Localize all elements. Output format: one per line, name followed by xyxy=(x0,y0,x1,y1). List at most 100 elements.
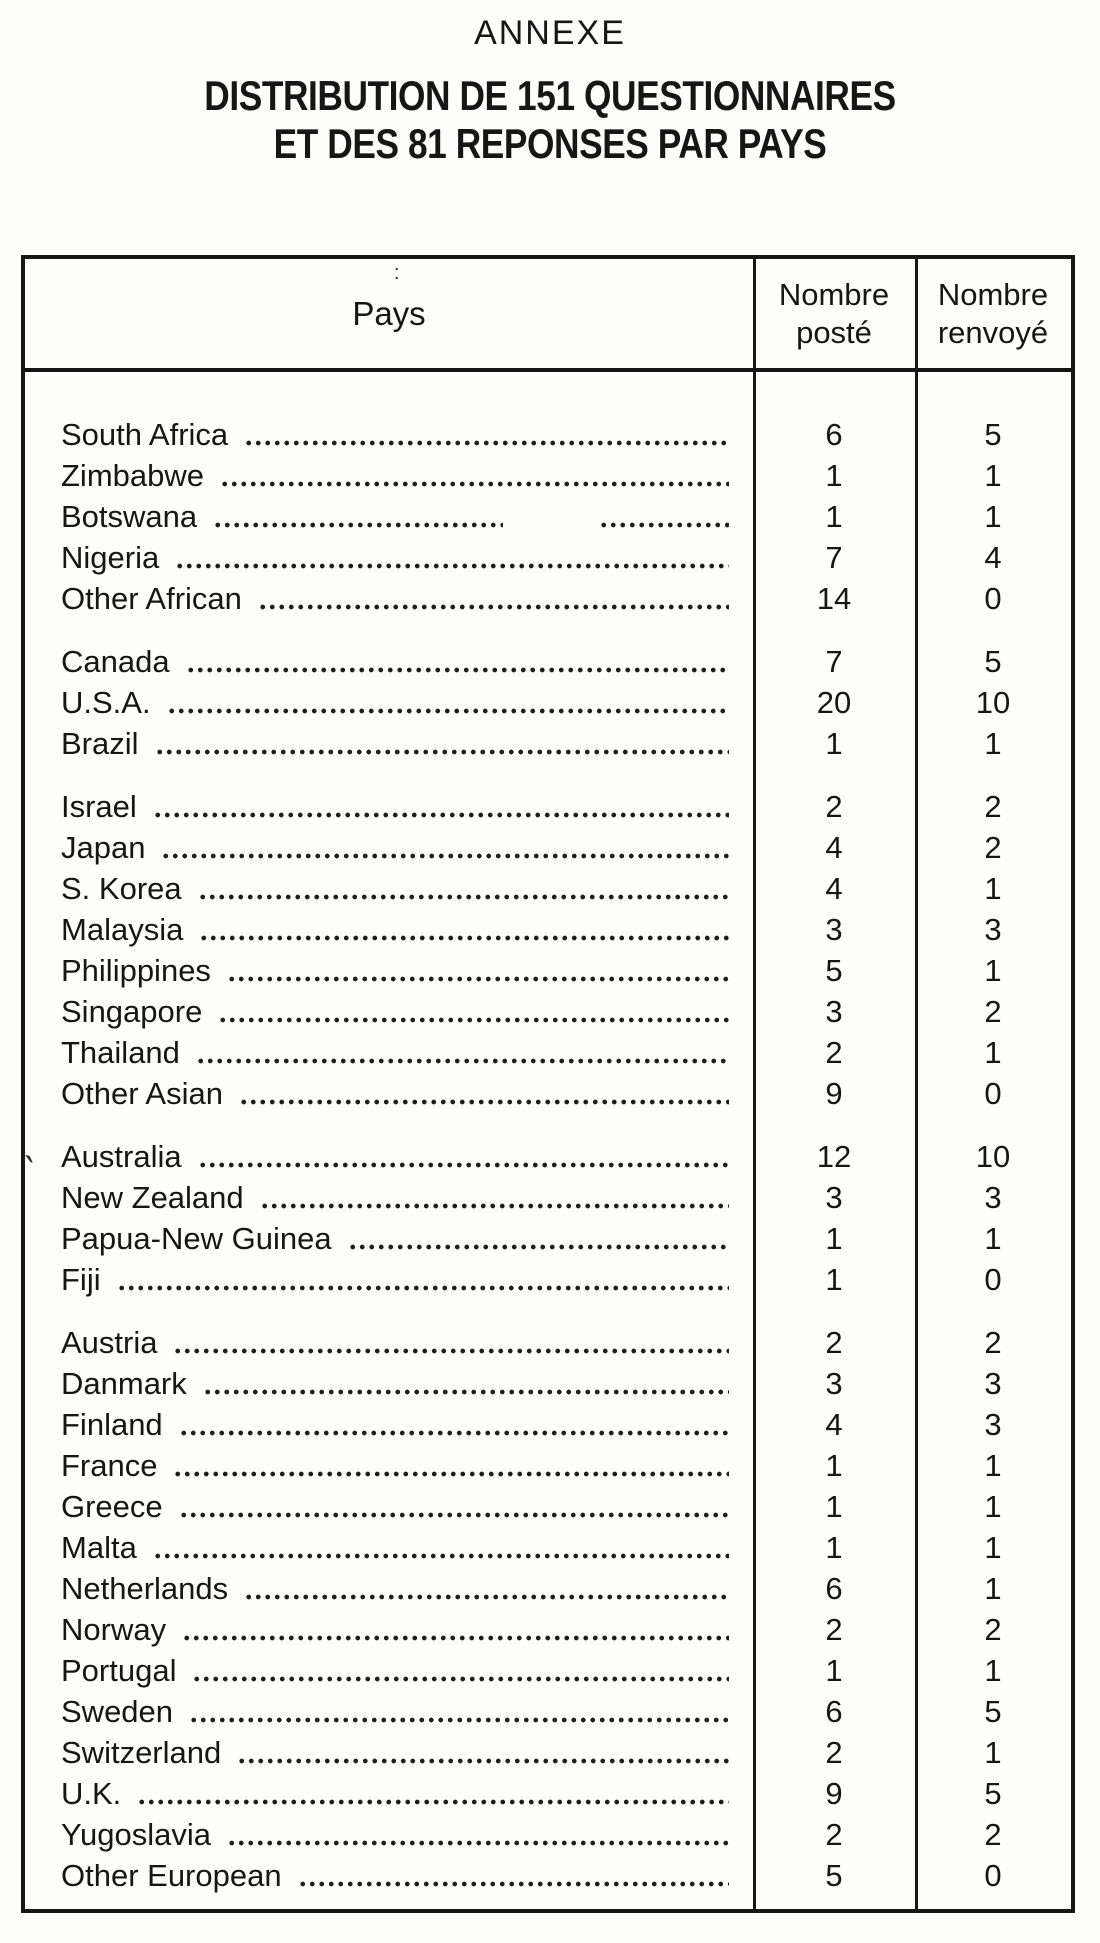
country-cell: S. Korea xyxy=(25,868,753,909)
country-name: Malaysia xyxy=(61,912,184,947)
returned-value: 1 xyxy=(984,726,1002,761)
country-cell: Japan xyxy=(25,827,753,868)
country-cell: Brazil xyxy=(25,723,753,764)
country-name: U.S.A. xyxy=(61,685,151,720)
dot-leader xyxy=(257,578,729,619)
country-cell: Zimbabwe xyxy=(25,455,753,496)
column-header-pays: Pays xyxy=(352,294,426,332)
title-line-2: ET DES 81 REPONSES PAR PAYS xyxy=(273,120,827,167)
returned-value: 1 xyxy=(984,1489,1002,1524)
dot-leader xyxy=(197,868,729,909)
country-name: Papua-New Guinea xyxy=(61,1221,332,1256)
posted-value: 4 xyxy=(825,830,843,865)
country-name: Other European xyxy=(61,1858,282,1893)
country-name: Austria xyxy=(61,1325,158,1360)
country-cell: Botswana xyxy=(25,496,753,537)
country-cell: Malta xyxy=(25,1527,753,1568)
country-cell: Singapore xyxy=(25,991,753,1032)
country-cell: U.K. xyxy=(25,1773,753,1814)
dot-leader xyxy=(166,682,729,723)
country-cell: Fiji xyxy=(25,1259,753,1300)
dot-leader xyxy=(238,1073,729,1114)
dot-leader xyxy=(161,827,729,868)
returned-value: 5 xyxy=(984,1776,1002,1811)
posted-value: 9 xyxy=(825,1076,843,1111)
table-row: Austria 2 2 xyxy=(25,1322,1071,1363)
table-row: Other African 14 0 xyxy=(25,578,1071,619)
country-cell: Greece xyxy=(25,1486,753,1527)
country-name: Greece xyxy=(61,1489,163,1524)
country-name: South Africa xyxy=(61,417,229,452)
returned-value: 2 xyxy=(984,1612,1002,1647)
posted-value: 2 xyxy=(825,1817,843,1852)
returned-value: 2 xyxy=(984,830,1002,865)
returned-value: 3 xyxy=(984,1366,1002,1401)
table-row: Portugal 1 1 xyxy=(25,1650,1071,1691)
table-row: Finland 4 3 xyxy=(25,1404,1071,1445)
table-row: Australia 12 10 xyxy=(25,1136,1071,1177)
country-cell: Other European xyxy=(25,1855,753,1896)
dot-leader xyxy=(213,496,504,537)
posted-value: 7 xyxy=(825,644,843,679)
dot-leader xyxy=(202,1363,729,1404)
table-row: Malaysia 3 3 xyxy=(25,909,1071,950)
dot-leader xyxy=(218,991,729,1032)
table-row: Botswana 1 1 xyxy=(25,496,1071,537)
table-row: U.K. 9 5 xyxy=(25,1773,1071,1814)
country-name: Nigeria xyxy=(61,540,160,575)
distribution-table: Pays Nombre posté Nombre renvoyé South A… xyxy=(21,255,1075,1913)
posted-value: 1 xyxy=(825,1653,843,1688)
country-cell: Nigeria xyxy=(25,537,753,578)
posted-value: 1 xyxy=(825,726,843,761)
dot-leader xyxy=(185,641,729,682)
returned-value: 0 xyxy=(984,1262,1002,1297)
returned-value: 1 xyxy=(984,1035,1002,1070)
returned-value: 1 xyxy=(984,1448,1002,1483)
country-cell: Norway xyxy=(25,1609,753,1650)
posted-value: 5 xyxy=(825,953,843,988)
table-row: Malta 1 1 xyxy=(25,1527,1071,1568)
dot-leader xyxy=(178,1486,729,1527)
table-row: Israel 2 2 xyxy=(25,786,1071,827)
dot-leader xyxy=(152,1527,729,1568)
country-cell: Netherlands xyxy=(25,1568,753,1609)
posted-value: 1 xyxy=(825,1221,843,1256)
country-cell: Australia xyxy=(25,1136,753,1177)
country-name: Canada xyxy=(61,644,170,679)
posted-value: 12 xyxy=(816,1139,852,1174)
posted-value: 1 xyxy=(825,499,843,534)
dot-leader xyxy=(137,1773,729,1814)
posted-value: 14 xyxy=(816,581,852,616)
table-row: Norway 2 2 xyxy=(25,1609,1071,1650)
dot-leader xyxy=(173,1322,729,1363)
country-cell: Canada xyxy=(25,641,753,682)
posted-value: 5 xyxy=(825,1858,843,1893)
country-cell: Israel xyxy=(25,786,753,827)
table-header-row: Pays Nombre posté Nombre renvoyé xyxy=(25,259,1071,372)
country-name: U.K. xyxy=(61,1776,122,1811)
dot-leader xyxy=(226,1814,729,1855)
country-cell: Yugoslavia xyxy=(25,1814,753,1855)
posted-value: 4 xyxy=(825,1407,843,1442)
returned-value: 1 xyxy=(984,458,1002,493)
table-row: Greece 1 1 xyxy=(25,1486,1071,1527)
country-name: Switzerland xyxy=(61,1735,222,1770)
posted-value: 2 xyxy=(825,1035,843,1070)
dot-leader xyxy=(199,909,729,950)
returned-value: 5 xyxy=(984,1694,1002,1729)
dot-leader xyxy=(182,1609,729,1650)
returned-value: 3 xyxy=(984,1407,1002,1442)
table-row: France 1 1 xyxy=(25,1445,1071,1486)
table-row: Yugoslavia 2 2 xyxy=(25,1814,1071,1855)
country-name: Sweden xyxy=(61,1694,174,1729)
country-name: Malta xyxy=(61,1530,137,1565)
table-row: Japan 4 2 xyxy=(25,827,1071,868)
dot-leader xyxy=(226,950,729,991)
posted-value: 6 xyxy=(825,1694,843,1729)
column-divider xyxy=(753,259,756,1909)
returned-value: 1 xyxy=(984,1735,1002,1770)
dot-leader xyxy=(178,1404,729,1445)
table-row: New Zealand 3 3 xyxy=(25,1177,1071,1218)
country-cell: South Africa xyxy=(25,414,753,455)
dot-leader xyxy=(154,723,729,764)
